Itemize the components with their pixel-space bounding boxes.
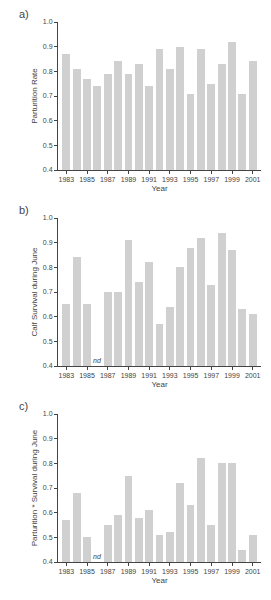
svg-text:1983: 1983 xyxy=(59,372,75,379)
svg-text:Parturition Rate: Parturition Rate xyxy=(30,68,39,124)
svg-text:1.0: 1.0 xyxy=(43,410,53,417)
svg-text:2001: 2001 xyxy=(245,372,261,379)
svg-text:0.5: 0.5 xyxy=(43,338,53,345)
svg-text:1987: 1987 xyxy=(100,176,116,183)
svg-text:0.6: 0.6 xyxy=(43,313,53,320)
svg-text:0.4: 0.4 xyxy=(43,362,53,369)
svg-text:1985: 1985 xyxy=(79,176,95,183)
svg-text:1999: 1999 xyxy=(224,568,240,575)
svg-text:0.7: 0.7 xyxy=(43,92,53,99)
svg-text:Calf Survival during June: Calf Survival during June xyxy=(30,247,39,336)
svg-text:Year: Year xyxy=(151,576,168,585)
svg-text:Year: Year xyxy=(151,184,168,193)
svg-text:1989: 1989 xyxy=(121,176,137,183)
svg-text:1993: 1993 xyxy=(162,176,178,183)
svg-text:0.4: 0.4 xyxy=(43,166,53,173)
svg-text:1997: 1997 xyxy=(204,372,220,379)
svg-text:nd: nd xyxy=(93,553,102,560)
svg-text:1995: 1995 xyxy=(183,372,199,379)
svg-text:1989: 1989 xyxy=(121,372,137,379)
svg-text:0.5: 0.5 xyxy=(43,534,53,541)
svg-text:Parturition * Survival during: Parturition * Survival during June xyxy=(30,429,39,546)
svg-text:2001: 2001 xyxy=(245,568,261,575)
svg-text:1.0: 1.0 xyxy=(43,18,53,25)
svg-text:1987: 1987 xyxy=(100,568,116,575)
svg-text:1991: 1991 xyxy=(141,176,157,183)
svg-text:1997: 1997 xyxy=(204,176,220,183)
svg-text:1991: 1991 xyxy=(141,568,157,575)
svg-text:c): c) xyxy=(19,400,28,412)
svg-text:0.6: 0.6 xyxy=(43,117,53,124)
svg-text:1999: 1999 xyxy=(224,372,240,379)
svg-text:0.7: 0.7 xyxy=(43,484,53,491)
svg-text:0.4: 0.4 xyxy=(43,558,53,565)
svg-text:1985: 1985 xyxy=(79,568,95,575)
svg-text:0.5: 0.5 xyxy=(43,142,53,149)
svg-text:1987: 1987 xyxy=(100,372,116,379)
svg-text:b): b) xyxy=(19,204,29,216)
svg-text:1.0: 1.0 xyxy=(43,214,53,221)
svg-text:1985: 1985 xyxy=(79,372,95,379)
svg-text:1983: 1983 xyxy=(59,176,75,183)
svg-text:1999: 1999 xyxy=(224,176,240,183)
svg-text:0.9: 0.9 xyxy=(43,435,53,442)
svg-text:1995: 1995 xyxy=(183,568,199,575)
svg-text:0.8: 0.8 xyxy=(43,68,53,75)
svg-text:1993: 1993 xyxy=(162,568,178,575)
svg-text:nd: nd xyxy=(93,357,102,364)
svg-text:1993: 1993 xyxy=(162,372,178,379)
svg-text:Year: Year xyxy=(151,380,168,389)
svg-text:1995: 1995 xyxy=(183,176,199,183)
svg-text:0.6: 0.6 xyxy=(43,509,53,516)
svg-text:1991: 1991 xyxy=(141,372,157,379)
svg-text:2001: 2001 xyxy=(245,176,261,183)
svg-text:0.7: 0.7 xyxy=(43,288,53,295)
svg-text:0.9: 0.9 xyxy=(43,239,53,246)
svg-text:0.8: 0.8 xyxy=(43,460,53,467)
svg-text:0.9: 0.9 xyxy=(43,43,53,50)
svg-text:a): a) xyxy=(19,8,29,20)
svg-text:1989: 1989 xyxy=(121,568,137,575)
svg-text:0.8: 0.8 xyxy=(43,264,53,271)
svg-text:1997: 1997 xyxy=(204,568,220,575)
svg-text:1983: 1983 xyxy=(59,568,75,575)
